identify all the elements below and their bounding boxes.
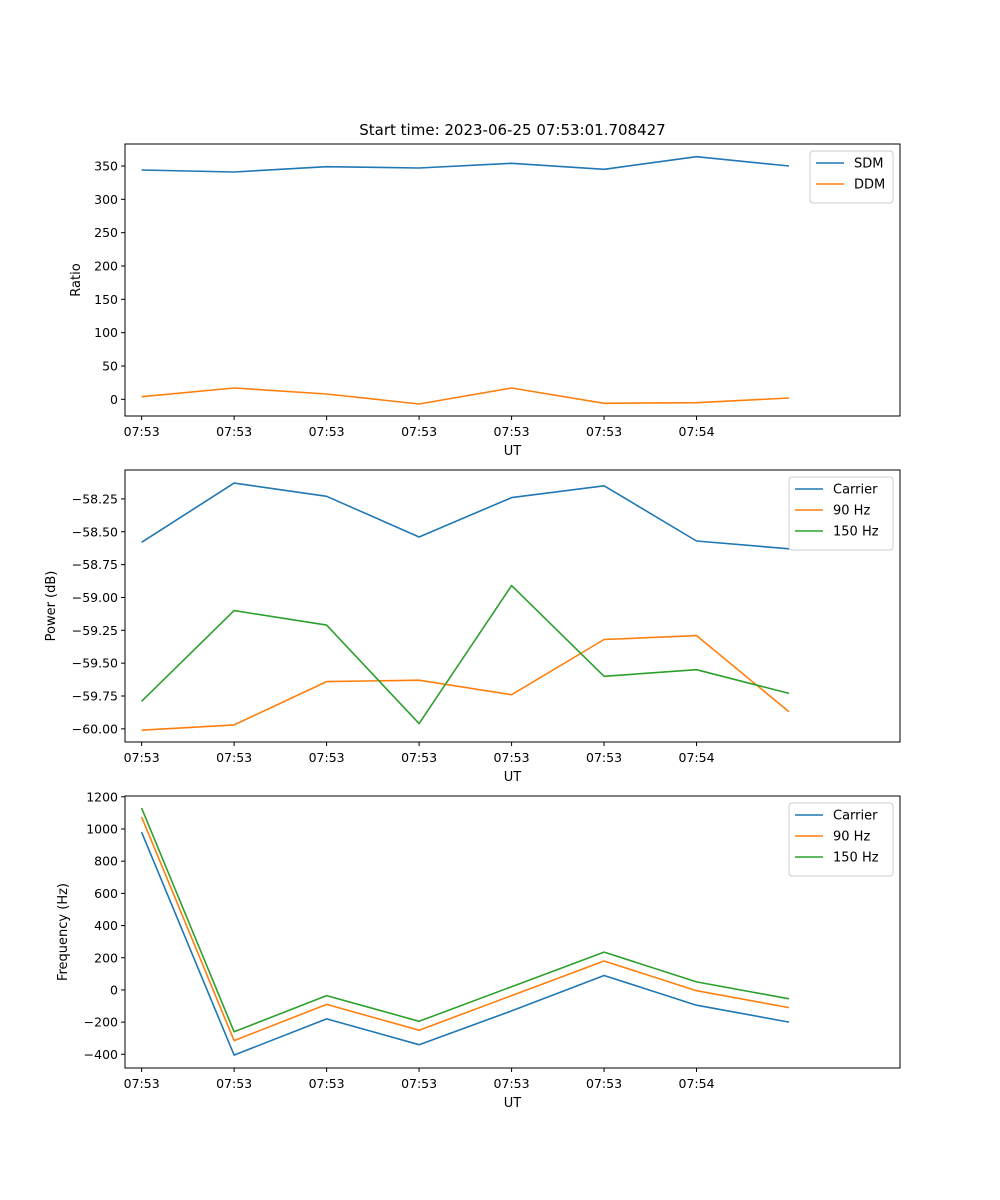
legend-label: Carrier	[833, 483, 878, 498]
x-tick-label: 07:53	[586, 424, 622, 439]
series-line-90-hz	[140, 816, 790, 1042]
series-line-150-hz	[141, 584, 790, 725]
series-line-150-hz	[140, 807, 790, 1033]
y-tick-label: 300	[94, 192, 118, 207]
y-tick-label: 600	[94, 886, 118, 901]
series-line-sdm	[141, 155, 790, 173]
legend-label: Carrier	[833, 809, 878, 824]
x-tick-label: 07:53	[309, 750, 345, 765]
x-tick-label: 07:53	[401, 1076, 437, 1091]
y-tick-label: 800	[94, 854, 118, 869]
y-axis-label: Ratio	[69, 263, 84, 296]
y-tick-label: 1000	[86, 821, 118, 836]
axes-frame	[124, 795, 901, 1069]
x-tick-label: 07:53	[401, 750, 437, 765]
x-tick-label: 07:53	[124, 750, 160, 765]
y-tick-label: 0	[110, 982, 118, 997]
legend-label: SDM	[854, 157, 883, 172]
y-tick-label: 0	[110, 392, 118, 407]
legend-label: DDM	[854, 178, 885, 193]
ratio-panel: 07:53 07:53 07:53 07:53 07:53 07:53 07:54 0 50 10…	[69, 143, 901, 459]
y-tick-label: −58.25	[72, 491, 118, 506]
x-axis-label: UT	[504, 444, 522, 459]
legend-label: 150 Hz	[833, 851, 879, 866]
y-tick-label: −200	[84, 1015, 118, 1030]
x-tick-label: 07:53	[494, 424, 530, 439]
legend-label: 90 Hz	[833, 830, 870, 845]
y-tick-label: 200	[94, 259, 118, 274]
y-tick-label: 350	[94, 159, 118, 174]
y-axis-label: Power (dB)	[44, 571, 59, 642]
x-tick-label: 07:53	[309, 1076, 345, 1091]
legend-label: 90 Hz	[833, 504, 870, 519]
series-line-carrier	[141, 482, 790, 550]
x-tick-label: 07:53	[216, 1076, 252, 1091]
y-tick-label: −59.50	[72, 656, 118, 671]
series-line-carrier	[140, 831, 790, 1056]
axes-frame	[124, 469, 901, 743]
y-tick-label: −60.00	[72, 721, 118, 736]
x-tick-label: 07:53	[216, 750, 252, 765]
y-tick-label: −58.50	[72, 524, 118, 539]
series-line-90-hz	[141, 634, 790, 731]
x-tick-label: 07:54	[679, 424, 715, 439]
x-tick-label: 07:53	[494, 750, 530, 765]
y-tick-label: 50	[102, 359, 118, 374]
y-tick-label: 250	[94, 225, 118, 240]
y-tick-label: −58.75	[72, 557, 118, 572]
y-tick-label: −59.75	[72, 689, 118, 704]
y-tick-label: −59.25	[72, 623, 118, 638]
y-tick-label: 100	[94, 325, 118, 340]
x-axis-label: UT	[504, 1096, 522, 1111]
y-tick-label: 200	[94, 950, 118, 965]
x-tick-label: 07:53	[216, 424, 252, 439]
x-tick-label: 07:54	[679, 750, 715, 765]
x-axis-label: UT	[504, 770, 522, 785]
x-tick-label: 07:53	[586, 750, 622, 765]
legend: Carrier 90 Hz 150 Hz	[788, 476, 894, 551]
legend: SDM DDM	[809, 150, 894, 204]
x-tick-label: 07:54	[679, 1076, 715, 1091]
y-axis-label: Frequency (Hz)	[56, 883, 71, 981]
y-tick-label: 400	[94, 918, 118, 933]
x-tick-label: 07:53	[309, 424, 345, 439]
power-panel: 07:53 07:53 07:53 07:53 07:53 07:53 07:54 −60.0…	[44, 469, 901, 785]
axes-frame	[124, 143, 901, 417]
y-tick-label: −59.00	[72, 590, 118, 605]
frequency-panel: 07:53 07:53 07:53 07:53 07:53 07:53 07:54 −400 −…	[56, 789, 901, 1111]
y-tick-label: 1200	[86, 789, 118, 804]
legend-label: 150 Hz	[833, 525, 879, 540]
y-tick-label: −400	[84, 1047, 118, 1062]
figure-title: Start time: 2023-06-25 07:53:01.708427	[359, 121, 665, 139]
x-tick-label: 07:53	[494, 1076, 530, 1091]
y-tick-label: 150	[94, 292, 118, 307]
series-line-ddm	[141, 387, 790, 405]
x-tick-label: 07:53	[124, 1076, 160, 1091]
x-tick-label: 07:53	[401, 424, 437, 439]
legend: Carrier 90 Hz 150 Hz	[788, 802, 894, 877]
x-tick-label: 07:53	[124, 424, 160, 439]
x-tick-label: 07:53	[586, 1076, 622, 1091]
legend-box	[809, 150, 894, 204]
